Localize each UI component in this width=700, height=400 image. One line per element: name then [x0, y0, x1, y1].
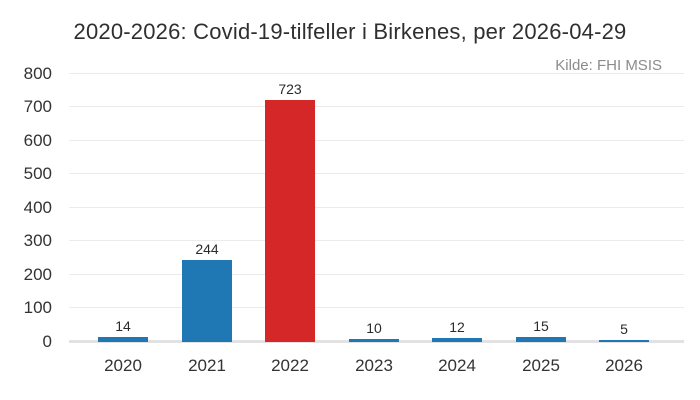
gridline: [69, 106, 684, 107]
chart-title: 2020-2026: Covid-19-tilfeller i Birkenes…: [73, 19, 627, 44]
bar-2026: [599, 340, 649, 342]
source-label: Kilde: FHI MSIS: [555, 57, 662, 74]
x-axis: 2020 2021 2022 2023 2024 2025 2026: [0, 356, 700, 380]
x-axis-tick-label: 2021: [188, 356, 226, 375]
gridline: [69, 73, 684, 74]
y-axis-tick-label: 700: [23, 97, 52, 116]
bar-2025: [516, 337, 566, 342]
bar-value-label: 5: [620, 321, 628, 337]
y-axis-tick-label: 400: [23, 198, 52, 217]
bar-value-label: 10: [366, 320, 382, 336]
bar-value-label: 15: [533, 318, 549, 334]
gridline: [69, 173, 684, 174]
x-axis-tick-label: 2020: [104, 356, 142, 375]
y-axis: 0 100 200 300 400 500 600 700 800: [0, 0, 52, 400]
bar-value-label: 244: [195, 241, 219, 257]
gridline: [69, 240, 684, 241]
gridline: [69, 140, 684, 141]
y-axis-tick-label: 500: [23, 164, 52, 183]
gridline: [69, 307, 684, 308]
bar-2023: [349, 339, 399, 342]
x-axis-tick-label: 2025: [522, 356, 560, 375]
bar-2020: [98, 337, 148, 342]
x-axis-tick-label: 2022: [271, 356, 309, 375]
bar-2021: [182, 260, 232, 342]
y-axis-tick-label: 800: [23, 64, 52, 83]
gridline: [69, 274, 684, 275]
y-axis-tick-label: 200: [23, 265, 52, 284]
bar-value-label: 14: [115, 318, 131, 334]
gridline: [69, 207, 684, 208]
y-axis-tick-label: 100: [23, 298, 52, 317]
y-axis-tick-label: 600: [23, 131, 52, 150]
y-axis-tick-label: 0: [42, 332, 52, 351]
bar-2024: [432, 338, 482, 342]
x-axis-tick-label: 2026: [605, 356, 643, 375]
bar-2022: [265, 100, 315, 342]
x-axis-tick-label: 2024: [438, 356, 476, 375]
bar-value-label: 12: [449, 319, 465, 335]
x-axis-tick-label: 2023: [355, 356, 393, 375]
bar-value-label: 723: [278, 81, 302, 97]
plot-area: 14 244 723 10 12 15 5: [69, 73, 684, 343]
y-axis-tick-label: 300: [23, 231, 52, 250]
